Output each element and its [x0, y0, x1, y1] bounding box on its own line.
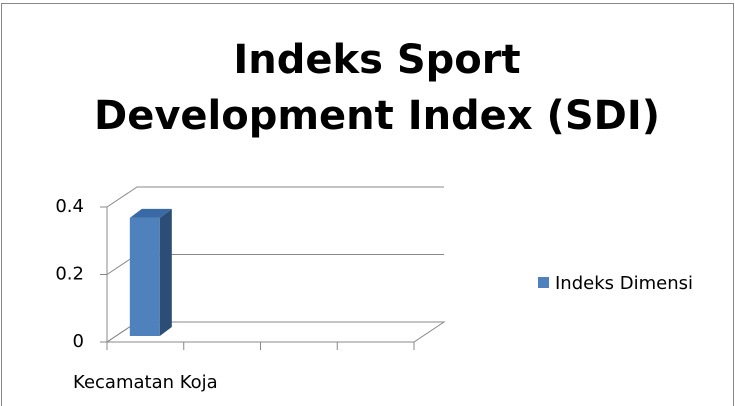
grid-line	[106, 186, 444, 208]
bar-front	[129, 217, 160, 336]
legend-swatch	[538, 277, 549, 288]
y-tick-label: 0.2	[55, 264, 84, 285]
x-tick-label: Kecamatan Koja	[73, 372, 218, 393]
y-tick-label: 0.4	[55, 196, 84, 217]
chart-frame	[1, 3, 734, 406]
y-tick-label: 0	[73, 331, 84, 352]
bar-top	[129, 208, 172, 218]
bar-side	[159, 208, 172, 336]
chart-title: Indeks Sport Development Index (SDI)	[94, 37, 660, 139]
legend-label: Indeks Dimensi	[555, 273, 693, 294]
bar	[129, 208, 172, 336]
